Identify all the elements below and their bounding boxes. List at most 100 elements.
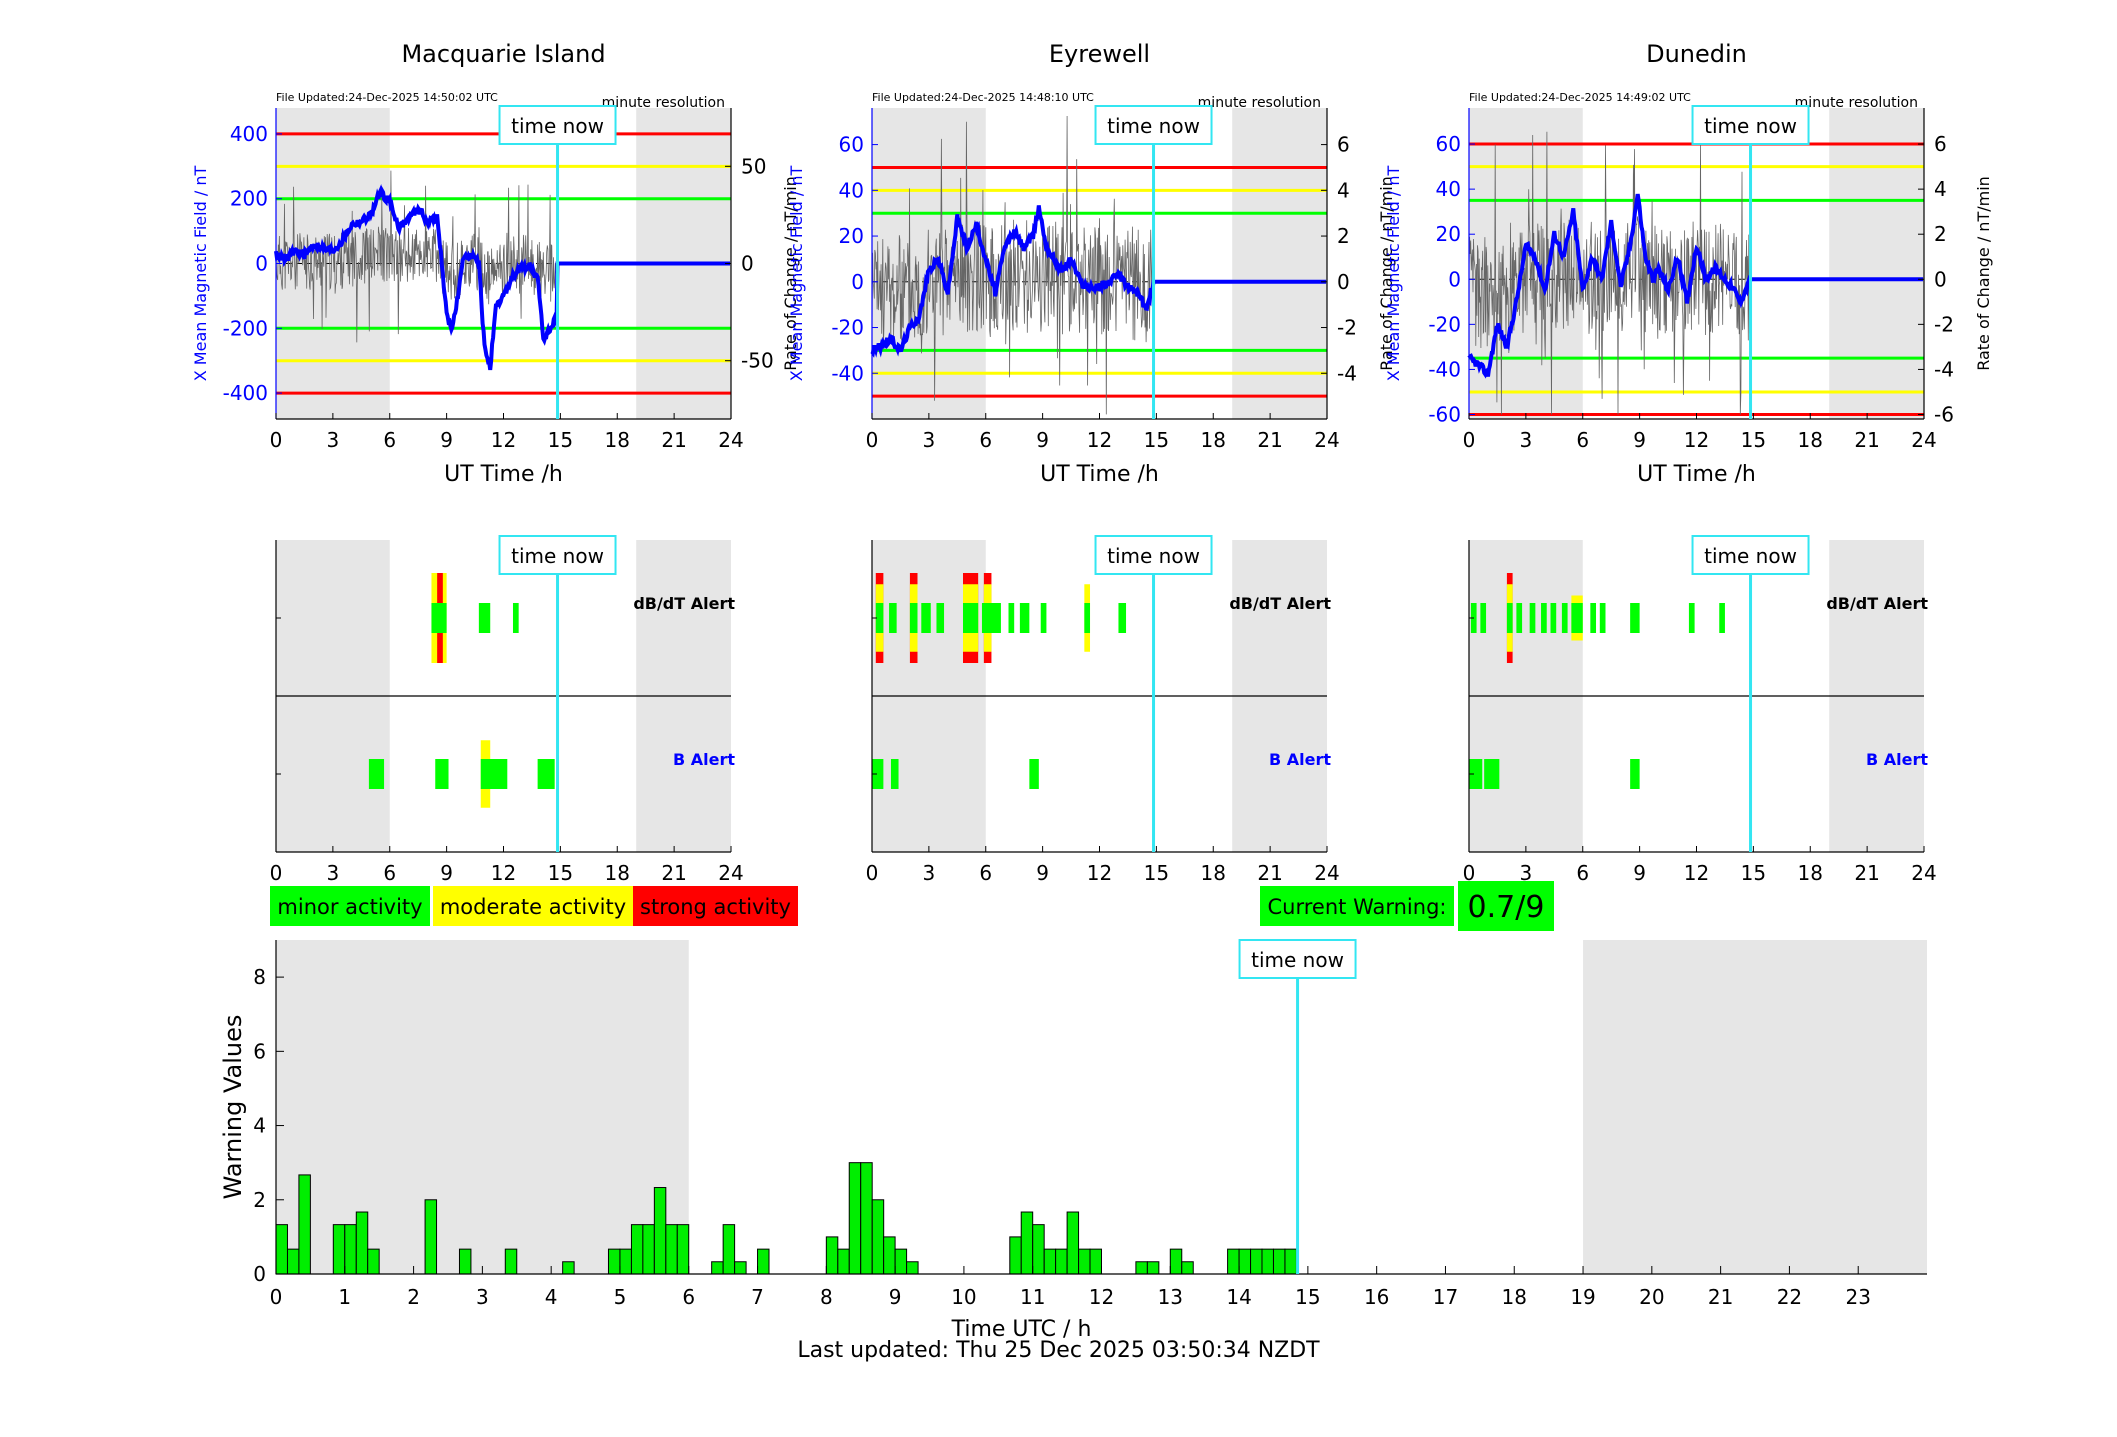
alert-segment-green bbox=[480, 759, 508, 789]
x-tick-label: 6 bbox=[383, 861, 396, 885]
time-now-marker-label: time now bbox=[511, 114, 604, 138]
y-tick-label: -60 bbox=[1428, 402, 1461, 426]
r-tick-label: 0 bbox=[741, 252, 754, 276]
r-tick-label: -50 bbox=[741, 349, 774, 373]
time-now-marker-label: time now bbox=[1704, 114, 1797, 138]
alert-segment-green bbox=[936, 603, 945, 633]
night-shade bbox=[1583, 940, 1927, 1274]
alert-segment-green bbox=[1719, 603, 1725, 633]
x-tick-label: 3 bbox=[1520, 861, 1533, 885]
y-tick-label: 20 bbox=[839, 224, 864, 248]
night-shade bbox=[1232, 108, 1327, 419]
station-title: Macquarie Island bbox=[401, 40, 605, 68]
x-tick-label: 18 bbox=[1201, 861, 1226, 885]
rate-of-change-trace bbox=[871, 115, 1154, 415]
warning-bar bbox=[871, 1199, 885, 1275]
x-tick-label: 11 bbox=[1020, 1285, 1045, 1309]
dbdt-alert-label: dB/dT Alert bbox=[1229, 594, 1331, 613]
x-tick-label: 21 bbox=[661, 861, 686, 885]
x-tick-label: 18 bbox=[605, 428, 630, 452]
x-tick-label: 9 bbox=[1036, 861, 1049, 885]
alert-segment-green bbox=[431, 603, 447, 633]
y-tick-label: 400 bbox=[230, 122, 268, 146]
x-tick-label: 10 bbox=[951, 1285, 976, 1309]
warning-bar bbox=[562, 1261, 575, 1275]
y-tick-label: 60 bbox=[839, 133, 864, 157]
x-tick-label: 6 bbox=[383, 428, 396, 452]
x-tick-label: 0 bbox=[1463, 428, 1476, 452]
x-tick-label: 0 bbox=[1463, 861, 1476, 885]
warning-bar bbox=[757, 1248, 770, 1275]
x-axis-label: UT Time /h bbox=[1637, 462, 1756, 487]
warning-bar bbox=[607, 1248, 621, 1275]
x-tick-label: 6 bbox=[979, 861, 992, 885]
x-tick-label: 15 bbox=[548, 428, 573, 452]
legend-strong-swatch bbox=[633, 886, 798, 926]
b-alert-label: B Alert bbox=[1866, 750, 1928, 769]
r-tick-label: -4 bbox=[1337, 361, 1357, 385]
alert-segment-green bbox=[981, 603, 1001, 633]
x-tick-label: 24 bbox=[718, 428, 743, 452]
legend-minor-label: minor activity bbox=[277, 895, 422, 919]
alert-segment-green bbox=[1599, 603, 1606, 633]
x-tick-label: 5 bbox=[614, 1285, 627, 1309]
warning-bar bbox=[665, 1224, 678, 1275]
x-tick-label: 6 bbox=[979, 428, 992, 452]
alert-segment-green bbox=[1541, 603, 1547, 633]
rate-of-change-trace bbox=[275, 170, 558, 343]
time-now-marker-label: time now bbox=[1107, 544, 1200, 568]
x-tick-label: 21 bbox=[1708, 1285, 1733, 1309]
alert-segment-green bbox=[1688, 603, 1695, 633]
legend-moderate-swatch bbox=[433, 886, 633, 926]
x-tick-label: 9 bbox=[1633, 428, 1646, 452]
x-tick-label: 23 bbox=[1845, 1285, 1870, 1309]
warning-bar bbox=[275, 1224, 288, 1275]
warning-bar bbox=[1078, 1248, 1091, 1275]
mean-field-trace bbox=[1467, 193, 1924, 379]
warning-bar bbox=[1250, 1248, 1263, 1275]
y-tick-label: 40 bbox=[1436, 177, 1461, 201]
alert-segment-green bbox=[875, 603, 884, 633]
y-tick-label: -40 bbox=[831, 361, 864, 385]
x-tick-label: 6 bbox=[1576, 428, 1589, 452]
time-now-marker-label: time now bbox=[1251, 948, 1344, 972]
r-tick-label: 6 bbox=[1934, 132, 1947, 156]
warning-bar bbox=[1146, 1261, 1160, 1275]
y-tick-label: 6 bbox=[253, 1039, 266, 1063]
x-tick-label: 6 bbox=[1576, 861, 1589, 885]
warning-bar bbox=[355, 1211, 369, 1275]
warning-bar bbox=[1181, 1261, 1194, 1275]
night-shade bbox=[1829, 108, 1924, 419]
alert-segment-green bbox=[478, 603, 491, 633]
station-title: Dunedin bbox=[1646, 40, 1747, 68]
warning-bar bbox=[860, 1162, 873, 1275]
warning-bar bbox=[1020, 1211, 1034, 1275]
y-tick-label: 0 bbox=[255, 252, 268, 276]
resolution-text: minute resolution bbox=[1198, 95, 1321, 111]
y-tick-label: -200 bbox=[223, 316, 268, 340]
x-tick-label: 24 bbox=[1911, 428, 1936, 452]
alert-segment-green bbox=[1084, 603, 1091, 633]
warning-bar bbox=[711, 1261, 724, 1275]
r-axis-label: Rate of Change / nT/min bbox=[1377, 176, 1396, 371]
r-tick-label: 2 bbox=[1934, 222, 1947, 246]
r-tick-label: 4 bbox=[1337, 178, 1350, 202]
y-tick-label: -20 bbox=[831, 316, 864, 340]
time-now-marker-box bbox=[1691, 535, 1810, 575]
legend-strong-label: strong activity bbox=[640, 895, 791, 919]
x-tick-label: 22 bbox=[1777, 1285, 1802, 1309]
x-tick-label: 24 bbox=[1314, 861, 1339, 885]
x-tick-label: 2 bbox=[407, 1285, 420, 1309]
warning-bar bbox=[734, 1261, 747, 1275]
r-tick-label: -4 bbox=[1934, 357, 1954, 381]
warning-bar bbox=[722, 1224, 736, 1275]
x-tick-label: 18 bbox=[605, 861, 630, 885]
y-tick-label: 4 bbox=[253, 1114, 266, 1138]
alert-segment-green bbox=[1118, 603, 1127, 633]
x-tick-label: 1 bbox=[338, 1285, 351, 1309]
warning-bar bbox=[906, 1261, 919, 1275]
y-tick-label: -40 bbox=[1428, 357, 1461, 381]
last-updated-text: Last updated: Thu 25 Dec 2025 03:50:34 N… bbox=[797, 1338, 1320, 1363]
resolution-text: minute resolution bbox=[602, 95, 725, 111]
